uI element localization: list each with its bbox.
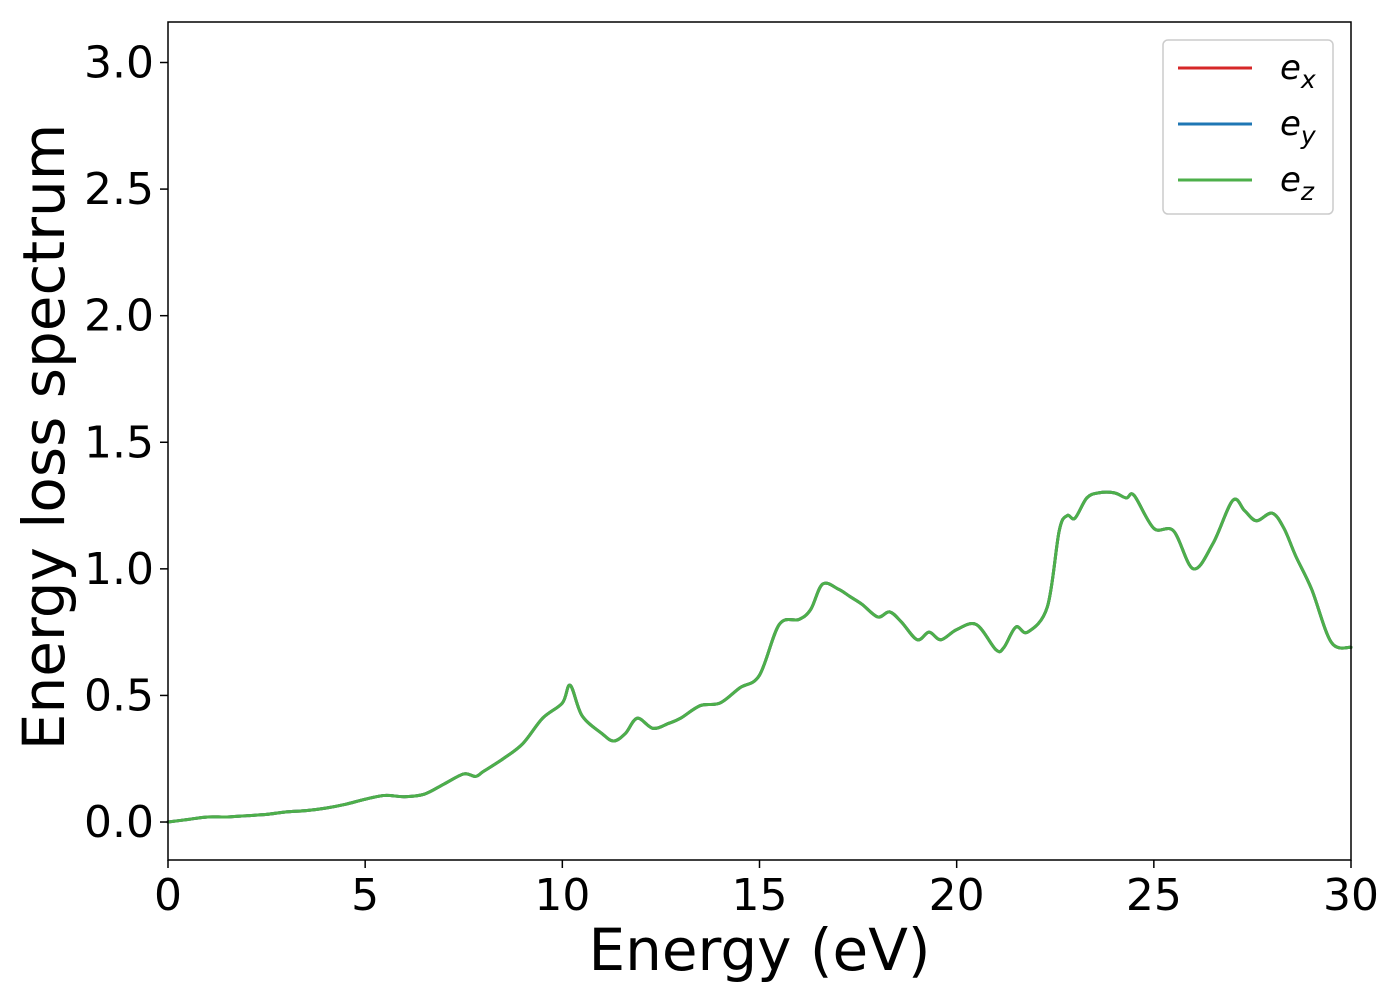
x-tick-label: 20 bbox=[929, 870, 985, 921]
x-tick-label: 30 bbox=[1323, 870, 1379, 921]
series-line-ey bbox=[166, 490, 1353, 824]
plot-lines bbox=[166, 490, 1353, 824]
x-tick-label: 0 bbox=[154, 870, 182, 921]
y-axis-title: Energy loss spectrum bbox=[10, 124, 78, 750]
x-tick-label: 15 bbox=[732, 870, 788, 921]
y-tick-label: 3.0 bbox=[84, 38, 154, 89]
y-tick-label: 0.5 bbox=[84, 670, 154, 721]
y-tick-label: 2.5 bbox=[84, 164, 154, 215]
x-axis-title: Energy (eV) bbox=[588, 916, 930, 984]
legend-box bbox=[1162, 39, 1334, 215]
y-tick-label: 1.5 bbox=[84, 417, 154, 468]
x-tick-label: 25 bbox=[1126, 870, 1182, 921]
x-axis: 0 5 10 15 20 25 30 bbox=[154, 860, 1379, 921]
y-tick-label: 2.0 bbox=[84, 291, 154, 342]
y-tick-label: 1.0 bbox=[84, 544, 154, 595]
series-line-ez bbox=[166, 490, 1353, 824]
series-line-ex bbox=[166, 490, 1353, 824]
x-tick-label: 5 bbox=[351, 870, 379, 921]
y-tick-label: 0.0 bbox=[84, 797, 154, 848]
x-tick-label: 10 bbox=[534, 870, 590, 921]
y-axis: 0.0 0.5 1.0 1.5 2.0 2.5 3.0 bbox=[84, 38, 168, 848]
